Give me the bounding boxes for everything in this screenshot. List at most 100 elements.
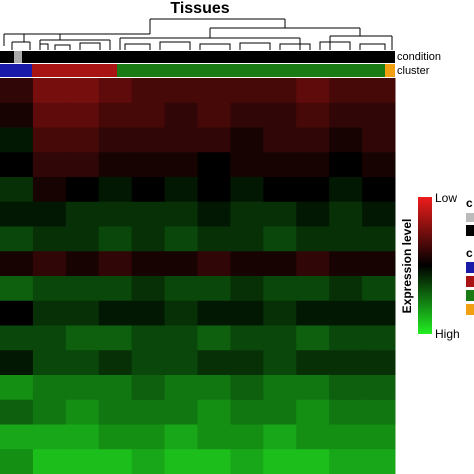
heatmap-cell bbox=[164, 177, 198, 203]
heatmap-cell bbox=[296, 449, 330, 474]
heatmap-cell bbox=[197, 201, 231, 227]
heatmap-cell bbox=[98, 78, 133, 104]
heatmap-cell bbox=[164, 424, 198, 450]
heatmap-cell bbox=[98, 251, 133, 277]
heatmap-cell bbox=[65, 350, 100, 376]
heatmap-cell bbox=[329, 177, 363, 203]
heatmap-cell bbox=[362, 78, 396, 104]
heatmap-cell bbox=[197, 350, 231, 376]
heatmap-cell bbox=[65, 201, 100, 227]
heatmap-cell bbox=[65, 152, 100, 178]
heatmap-cell bbox=[98, 325, 133, 351]
heatmap-cell bbox=[197, 449, 231, 474]
colorbar bbox=[418, 197, 432, 334]
heatmap-cell bbox=[263, 399, 297, 425]
heatmap-cell bbox=[362, 127, 396, 153]
heatmap-cell bbox=[296, 251, 330, 277]
heatmap-cell bbox=[0, 177, 34, 203]
heatmap-cell bbox=[131, 424, 166, 450]
heatmap-cell bbox=[263, 276, 297, 302]
heatmap-cell bbox=[263, 102, 297, 128]
heatmap-cell bbox=[296, 152, 330, 178]
heatmap-cell bbox=[329, 399, 363, 425]
heatmap-cell bbox=[65, 399, 100, 425]
heatmap-cell bbox=[230, 127, 264, 153]
heatmap-cell bbox=[296, 177, 330, 203]
heatmap-cell bbox=[230, 201, 264, 227]
heatmap-cell bbox=[362, 226, 396, 252]
dendrogram bbox=[3, 18, 393, 50]
heatmap-cell bbox=[230, 102, 264, 128]
chart-title: Tissues bbox=[170, 0, 229, 17]
heatmap-cell bbox=[164, 127, 198, 153]
heatmap-cell bbox=[230, 78, 264, 104]
heatmap-cell bbox=[0, 325, 34, 351]
heatmap-cell bbox=[32, 424, 67, 450]
heatmap-cell bbox=[329, 424, 363, 450]
heatmap-cell bbox=[329, 102, 363, 128]
heatmap-cell bbox=[230, 424, 264, 450]
heatmap-cell bbox=[98, 375, 133, 401]
heatmap-cell bbox=[0, 449, 34, 474]
heatmap-cell bbox=[230, 375, 264, 401]
heatmap-cell bbox=[263, 449, 297, 474]
heatmap-cell bbox=[197, 399, 231, 425]
heatmap-cell bbox=[65, 78, 100, 104]
heatmap-cell bbox=[164, 78, 198, 104]
heatmap-cell bbox=[329, 276, 363, 302]
heatmap-cell bbox=[296, 300, 330, 326]
heatmap-cell bbox=[98, 177, 133, 203]
heatmap-cell bbox=[32, 449, 67, 474]
heatmap-cell bbox=[164, 300, 198, 326]
heatmap-cell bbox=[131, 399, 166, 425]
heatmap-cell bbox=[362, 102, 396, 128]
heatmap-cell bbox=[362, 325, 396, 351]
colorbar-label: High bbox=[435, 327, 460, 341]
cluster-bar bbox=[0, 64, 395, 77]
heatmap-cell bbox=[98, 399, 133, 425]
heatmap-cell bbox=[329, 251, 363, 277]
heatmap-cell bbox=[230, 226, 264, 252]
heatmap-cell bbox=[230, 251, 264, 277]
heatmap-cell bbox=[164, 350, 198, 376]
heatmap-cell bbox=[0, 375, 34, 401]
heatmap-cell bbox=[0, 102, 34, 128]
heatmap-cell bbox=[32, 375, 67, 401]
heatmap-cell bbox=[230, 449, 264, 474]
heatmap-cell bbox=[362, 251, 396, 277]
heatmap-cell bbox=[65, 102, 100, 128]
colorbar-label: Low bbox=[435, 191, 457, 205]
heatmap-cell bbox=[329, 152, 363, 178]
heatmap-cell bbox=[197, 226, 231, 252]
heatmap-cell bbox=[65, 226, 100, 252]
heatmap-cell bbox=[0, 251, 34, 277]
heatmap-cell bbox=[362, 449, 396, 474]
heatmap-cell bbox=[329, 127, 363, 153]
heatmap-cell bbox=[197, 127, 231, 153]
heatmap-cell bbox=[0, 201, 34, 227]
heatmap-cell bbox=[0, 424, 34, 450]
heatmap-cell bbox=[131, 449, 166, 474]
heatmap-cell bbox=[131, 177, 166, 203]
legend-swatch bbox=[466, 290, 474, 301]
heatmap-cell bbox=[98, 127, 133, 153]
heatmap-cell bbox=[230, 276, 264, 302]
legend-swatch bbox=[466, 276, 474, 287]
heatmap-cell bbox=[32, 276, 67, 302]
heatmap-cell bbox=[362, 152, 396, 178]
heatmap-cell bbox=[362, 201, 396, 227]
heatmap-cell bbox=[164, 325, 198, 351]
heatmap-cell bbox=[263, 325, 297, 351]
heatmap-cell bbox=[131, 251, 166, 277]
heatmap-cell bbox=[32, 152, 67, 178]
heatmap-cell bbox=[362, 424, 396, 450]
condition-bar bbox=[0, 51, 395, 63]
heatmap-cell bbox=[329, 449, 363, 474]
legend-title: c bbox=[466, 246, 473, 260]
heatmap-cell bbox=[230, 350, 264, 376]
heatmap-cell bbox=[296, 399, 330, 425]
heatmap-cell bbox=[131, 78, 166, 104]
heatmap-cell bbox=[164, 276, 198, 302]
heatmap-cell bbox=[362, 276, 396, 302]
heatmap-cell bbox=[65, 449, 100, 474]
